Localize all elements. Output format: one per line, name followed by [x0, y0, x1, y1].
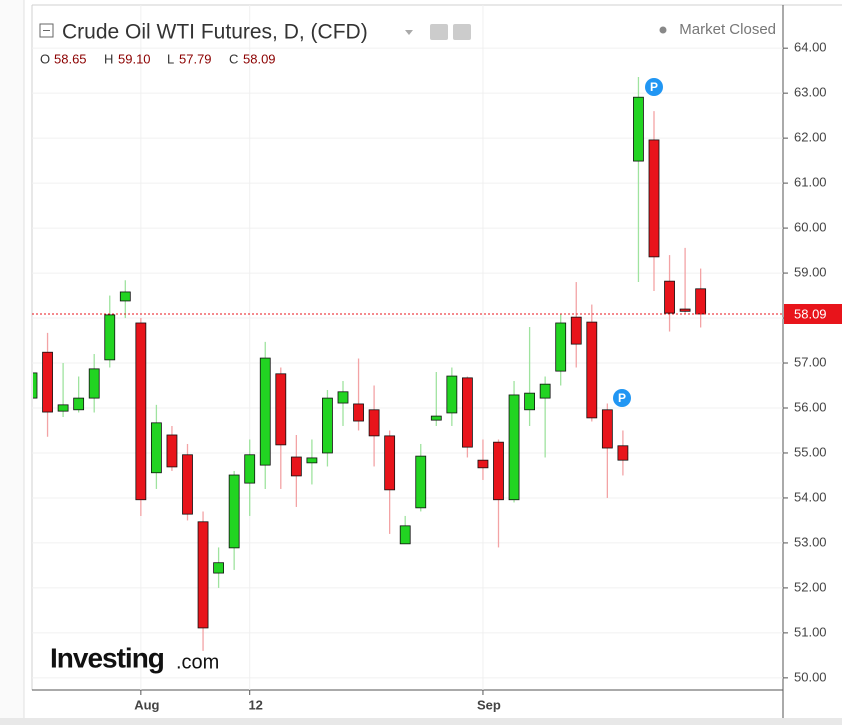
candle-body: [493, 441, 504, 501]
candle-body: [570, 316, 582, 345]
y-tick-label: 59.00: [794, 265, 827, 280]
y-tick-label: 55.00: [794, 444, 827, 459]
x-tick-label: Aug: [134, 697, 159, 712]
candle-body: [275, 373, 287, 446]
annotation-label: P: [618, 391, 626, 405]
candle-body: [430, 415, 442, 421]
y-tick-label: 51.00: [794, 624, 827, 639]
candle-body: [244, 454, 256, 484]
ohlc-header: O 58.65 H 59.10 L 57.79 C 58.09: [40, 51, 276, 66]
candle-body: [633, 96, 644, 162]
y-tick-label: 52.00: [794, 579, 827, 594]
candle-body: [555, 322, 567, 372]
candle-body: [477, 459, 489, 469]
y-tick-label: 63.00: [794, 85, 827, 100]
logo-suffix: .com: [176, 651, 219, 673]
price-label: 58.09: [794, 306, 827, 321]
price-label-box: [784, 303, 842, 324]
candle-body: [601, 409, 613, 449]
candle-body: [508, 394, 520, 501]
candle-body: [213, 562, 225, 574]
candle-body: [73, 397, 85, 411]
market-status: Market Closed: [679, 21, 776, 38]
y-tick-label: 61.00: [794, 175, 827, 190]
candle-body: [228, 474, 240, 549]
candle-body: [135, 322, 147, 501]
y-tick-label: 57.00: [794, 354, 827, 369]
candle-body: [197, 521, 209, 629]
y-tick-label: 53.00: [794, 534, 827, 549]
ohlc-label: L: [167, 51, 174, 66]
candle-body: [664, 280, 675, 314]
bottom-strip: [0, 718, 842, 725]
candle-body: [290, 456, 302, 477]
candle-body: [306, 457, 318, 464]
candle-body: [57, 404, 69, 412]
y-tick-label: 60.00: [794, 220, 827, 235]
annotation-marker: [645, 78, 663, 96]
candle-body: [104, 314, 116, 361]
y-tick-label: 56.00: [794, 399, 827, 414]
collapse-icon[interactable]: [39, 23, 54, 38]
ohlc-label: O: [40, 51, 50, 66]
x-tick-label: Sep: [477, 697, 501, 712]
candle-body: [42, 351, 53, 413]
y-tick-label: 64.00: [794, 40, 827, 55]
candle-body: [415, 455, 427, 509]
candle-body: [617, 445, 629, 461]
candle-body: [33, 372, 38, 399]
candle-body: [337, 391, 349, 404]
candle-body: [353, 403, 364, 422]
candle-body: [150, 422, 162, 474]
ohlc-value: 57.79: [179, 51, 212, 66]
candle-body: [166, 434, 178, 468]
settings-icon[interactable]: [430, 24, 448, 40]
candle-body: [461, 377, 473, 448]
candle-body: [119, 291, 131, 302]
logo: Investing: [50, 642, 164, 673]
ohlc-value: 59.10: [118, 51, 151, 66]
candle-body: [679, 308, 691, 312]
candle-body: [524, 392, 535, 411]
status-dot: [659, 26, 667, 34]
y-tick-label: 54.00: [794, 489, 827, 504]
gear-icon[interactable]: [453, 24, 471, 40]
candle-body: [539, 383, 551, 399]
y-tick-label: 62.00: [794, 130, 827, 145]
annotation-label: P: [650, 80, 658, 94]
candles: [33, 76, 707, 651]
chart-title: Crude Oil WTI Futures, D, (CFD): [62, 21, 368, 44]
ohlc-value: 58.65: [54, 51, 87, 66]
ohlc-label: C: [229, 51, 238, 66]
annotation-marker: [613, 389, 631, 407]
candle-body: [586, 321, 598, 419]
candle-body: [648, 139, 660, 258]
candle-body: [446, 375, 458, 414]
candle-body: [182, 454, 193, 515]
left-toolbar: [0, 0, 24, 725]
candle-body: [399, 525, 411, 545]
candle-body: [368, 409, 380, 437]
candle-body: [384, 435, 396, 491]
y-tick-label: 50.00: [794, 669, 827, 684]
candle-body: [322, 397, 333, 454]
x-tick-label: 12: [248, 697, 262, 712]
candle-body: [695, 288, 707, 315]
ohlc-value: 58.09: [243, 51, 276, 66]
candle-body: [88, 368, 100, 399]
ohlc-label: H: [104, 51, 113, 66]
dropdown-arrow[interactable]: [405, 30, 413, 35]
candle-body: [259, 357, 271, 466]
